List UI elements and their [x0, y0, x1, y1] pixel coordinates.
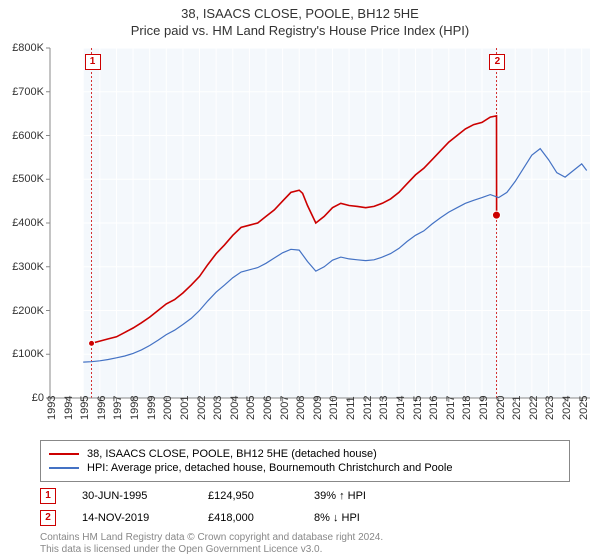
footer: Contains HM Land Registry data © Crown c… [40, 532, 383, 556]
x-tick-label: 2006 [262, 396, 274, 420]
x-tick-label: 2015 [412, 396, 424, 420]
chart-marker: 1 [85, 54, 101, 70]
x-tick-label: 2010 [328, 396, 340, 420]
chart-plot-area: 12 [50, 48, 590, 398]
y-tick-label: £300K [12, 261, 44, 273]
legend-row: 38, ISAACS CLOSE, POOLE, BH12 5HE (detac… [49, 447, 561, 461]
x-tick-label: 2016 [428, 396, 440, 420]
x-tick-label: 2008 [295, 396, 307, 420]
x-tick-label: 2024 [561, 396, 573, 420]
sale-row: 2 14-NOV-2019 £418,000 8% ↓ HPI [40, 507, 570, 529]
x-tick-label: 1999 [146, 396, 158, 420]
x-tick-label: 1993 [46, 396, 58, 420]
legend: 38, ISAACS CLOSE, POOLE, BH12 5HE (detac… [40, 440, 570, 482]
x-tick-label: 2017 [445, 396, 457, 420]
legend-label: HPI: Average price, detached house, Bour… [87, 462, 452, 474]
x-tick-label: 2013 [378, 396, 390, 420]
x-tick-label: 1996 [96, 396, 108, 420]
x-tick-label: 1997 [112, 396, 124, 420]
x-tick-label: 2020 [495, 396, 507, 420]
y-tick-label: £100K [12, 348, 44, 360]
x-tick-label: 2003 [212, 396, 224, 420]
x-tick-label: 2001 [179, 396, 191, 420]
x-tick-label: 1998 [129, 396, 141, 420]
x-axis-labels: 1993199419951996199719981999200020012002… [50, 400, 590, 440]
footer-line-1: Contains HM Land Registry data © Crown c… [40, 532, 383, 544]
y-tick-label: £400K [12, 217, 44, 229]
x-tick-label: 1995 [79, 396, 91, 420]
y-tick-label: £700K [12, 86, 44, 98]
y-tick-label: £800K [12, 42, 44, 54]
sales-table: 1 30-JUN-1995 £124,950 39% ↑ HPI 2 14-NOV-201… [40, 485, 570, 529]
y-axis-labels: £0£100K£200K£300K£400K£500K£600K£700K£80… [0, 48, 48, 398]
sale-price: £124,950 [208, 490, 288, 502]
sale-hpi: 8% ↓ HPI [314, 512, 434, 524]
x-tick-label: 2019 [478, 396, 490, 420]
sale-price: £418,000 [208, 512, 288, 524]
x-tick-label: 1994 [63, 396, 75, 420]
sale-row: 1 30-JUN-1995 £124,950 39% ↑ HPI [40, 485, 570, 507]
legend-swatch [49, 467, 79, 469]
x-tick-label: 2012 [362, 396, 374, 420]
legend-label: 38, ISAACS CLOSE, POOLE, BH12 5HE (detac… [87, 448, 377, 460]
x-tick-label: 2005 [245, 396, 257, 420]
y-tick-label: £500K [12, 173, 44, 185]
chart-svg [50, 48, 590, 398]
sale-marker: 1 [40, 488, 56, 504]
x-tick-label: 2014 [395, 396, 407, 420]
y-tick-label: £600K [12, 130, 44, 142]
sale-hpi: 39% ↑ HPI [314, 490, 434, 502]
x-tick-label: 2011 [345, 396, 357, 420]
x-tick-label: 2025 [578, 396, 590, 420]
page-title: 38, ISAACS CLOSE, POOLE, BH12 5HE [0, 0, 600, 21]
chart-marker: 2 [489, 54, 505, 70]
x-tick-label: 2004 [229, 396, 241, 420]
x-tick-label: 2007 [279, 396, 291, 420]
y-tick-label: £200K [12, 305, 44, 317]
y-tick-label: £0 [32, 392, 44, 404]
footer-line-2: This data is licensed under the Open Gov… [40, 544, 383, 556]
sale-date: 14-NOV-2019 [82, 512, 182, 524]
x-tick-label: 2023 [544, 396, 556, 420]
legend-swatch [49, 453, 79, 455]
x-tick-label: 2022 [528, 396, 540, 420]
x-tick-label: 2021 [511, 396, 523, 420]
x-tick-label: 2002 [196, 396, 208, 420]
page-subtitle: Price paid vs. HM Land Registry's House … [0, 21, 600, 42]
x-tick-label: 2000 [162, 396, 174, 420]
sale-marker: 2 [40, 510, 56, 526]
sale-date: 30-JUN-1995 [82, 490, 182, 502]
x-tick-label: 2018 [461, 396, 473, 420]
legend-row: HPI: Average price, detached house, Bour… [49, 461, 561, 475]
x-tick-label: 2009 [312, 396, 324, 420]
